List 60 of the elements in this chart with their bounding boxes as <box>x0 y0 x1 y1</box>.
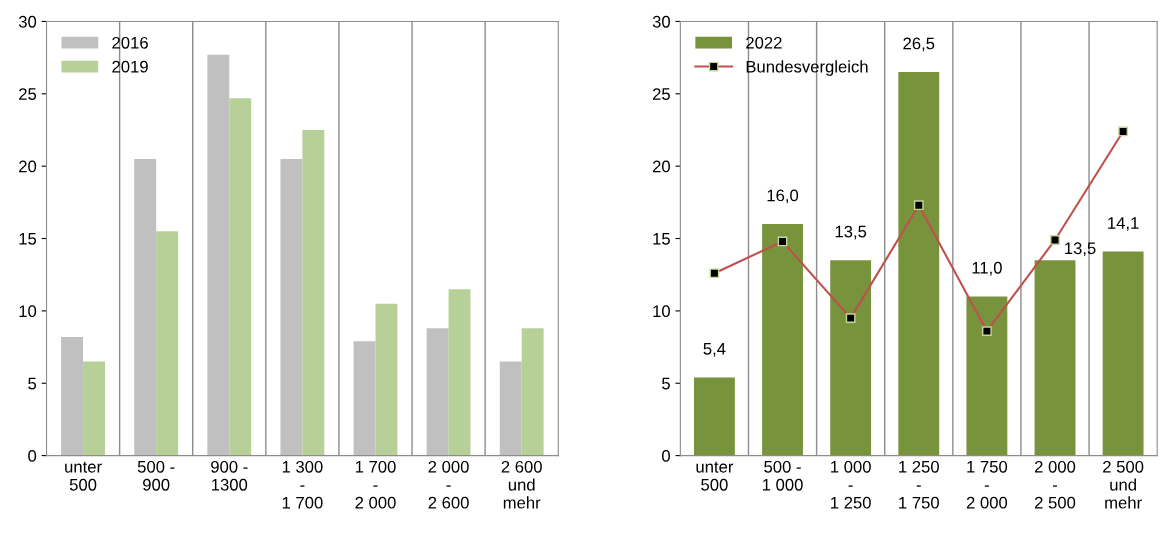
bar <box>762 224 803 456</box>
x-tick-label: 2 000 - 2 600 <box>428 460 469 509</box>
data-label: 11,0 <box>972 261 1002 276</box>
legend-label: 2019 <box>112 60 148 73</box>
x-tick-label: 2 000 - 2 500 <box>1034 460 1076 509</box>
bar <box>229 98 252 456</box>
x-tick-label: 500 - 1 000 <box>762 460 803 491</box>
bar <box>83 361 105 456</box>
bar <box>207 54 230 456</box>
bar <box>375 303 398 456</box>
bar <box>830 260 872 456</box>
x-tick-label: 1 000 - 1 250 <box>831 460 871 509</box>
y-tick-label: 30 <box>652 15 670 28</box>
x-tick-label: 900 - 1300 <box>211 460 248 491</box>
bar <box>1102 251 1144 456</box>
x-tick-label: 1 300 - 1 700 <box>282 460 323 509</box>
y-tick-label: 15 <box>19 233 37 245</box>
data-label: 13,5 <box>1065 242 1096 257</box>
y-tick-label: 20 <box>652 160 670 173</box>
legend-label: 2016 <box>112 36 148 49</box>
bar <box>61 336 84 456</box>
data-label: 14,1 <box>1108 217 1139 231</box>
y-tick-label: 25 <box>19 88 37 100</box>
y-tick-label: 25 <box>652 88 670 100</box>
data-label: 26,5 <box>903 37 935 52</box>
bar <box>1034 260 1076 456</box>
bar <box>521 328 544 456</box>
legend-label: Bundesvergleich <box>746 60 868 76</box>
y-tick-label: 20 <box>19 160 37 173</box>
data-label: 5,4 <box>703 343 726 357</box>
bar <box>302 129 325 456</box>
x-tick-label: 500 - 900 <box>137 460 175 491</box>
bar <box>966 296 1008 456</box>
bar <box>134 158 157 456</box>
y-tick-label: 10 <box>653 305 670 318</box>
y-tick-label: 0 <box>662 450 670 462</box>
x-tick-label: 1 750 - 2 000 <box>966 460 1008 509</box>
data-label: 13,5 <box>835 225 867 240</box>
bar <box>353 341 376 456</box>
x-tick-label: unter 500 <box>65 461 102 491</box>
legend-label: 2022 <box>746 36 782 49</box>
bar <box>426 328 449 456</box>
data-label: 16,0 <box>767 189 799 204</box>
y-tick-label: 30 <box>18 15 37 28</box>
x-tick-label: 2 600 und mehr <box>501 460 542 509</box>
bar <box>280 158 303 456</box>
bar <box>156 231 179 456</box>
x-tick-label: 2 500 und mehr <box>1103 460 1144 509</box>
y-tick-label: 15 <box>653 233 670 245</box>
x-tick-label: 1 700 - 2 000 <box>355 460 396 509</box>
x-tick-label: 1 250 - 1 750 <box>899 460 939 509</box>
bar <box>898 72 940 456</box>
y-tick-label: 5 <box>28 377 37 390</box>
x-tick-label: unter 500 <box>696 461 734 491</box>
bar <box>499 361 522 456</box>
y-tick-label: 5 <box>662 377 670 390</box>
y-tick-label: 0 <box>28 450 37 462</box>
y-tick-label: 10 <box>19 305 37 318</box>
bar <box>693 377 735 456</box>
bar <box>448 289 471 456</box>
